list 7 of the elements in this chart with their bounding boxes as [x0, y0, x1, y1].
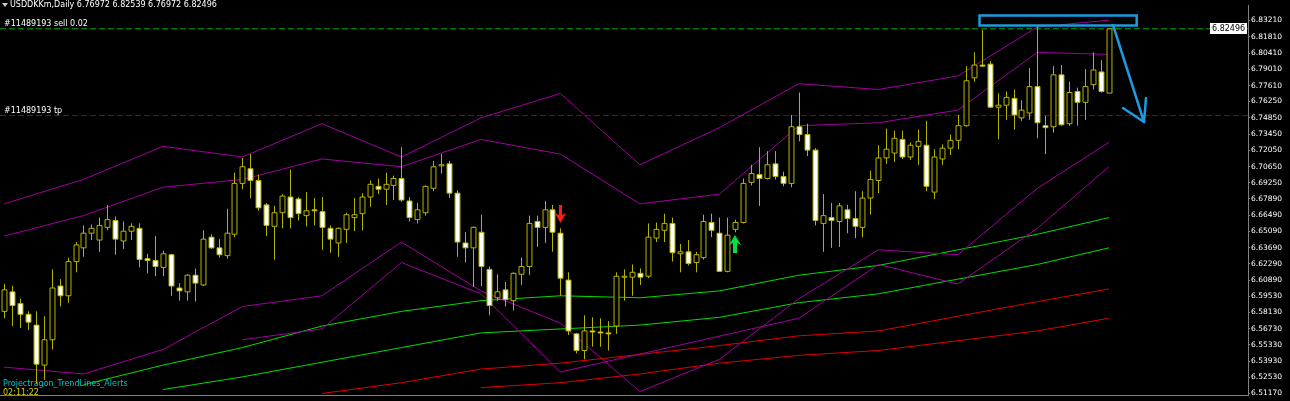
- ref-line-label: #11489193 sell 0.02: [4, 18, 88, 28]
- candlestick: [319, 196, 326, 251]
- ref-line-label: #11489193 tp: [4, 105, 63, 115]
- annotation: 6.82496: [1210, 23, 1248, 35]
- annotation: Projectragon_TrendLines_Alerts: [3, 379, 128, 388]
- chart-title: USDDKKm,Daily 6.76972 6.82539 6.76972 6.82496: [10, 0, 217, 9]
- annotation: 02:11:22: [3, 388, 39, 397]
